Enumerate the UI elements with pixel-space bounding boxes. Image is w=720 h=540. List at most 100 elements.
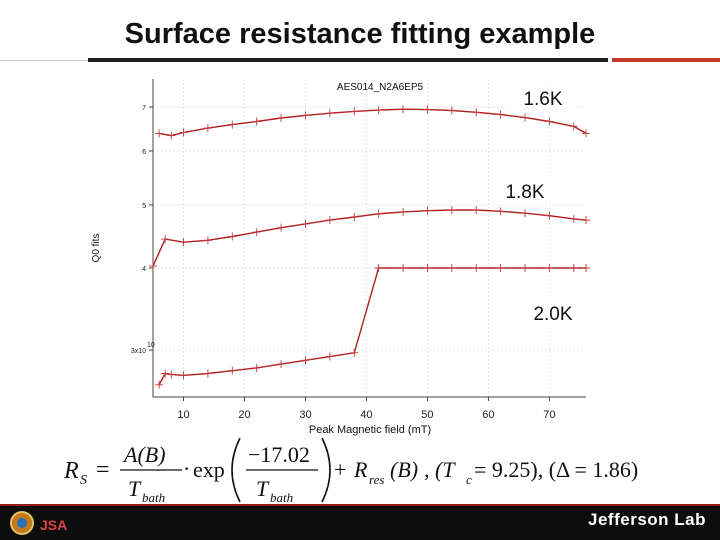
footer-logos: JSA: [10, 511, 67, 535]
label-bg-1: [510, 84, 576, 112]
data-point-1-16: [521, 209, 530, 218]
jsa-logo-text: JSA: [40, 517, 67, 533]
data-point-1-8: [325, 216, 334, 225]
data-point-1-15: [496, 207, 505, 216]
x-axis-label: Peak Magnetic field (mT): [309, 424, 431, 436]
y-tick-label-3: 4: [142, 266, 146, 273]
data-point-2-1: [161, 369, 170, 378]
fit-curve-1: [152, 209, 587, 267]
data-point-0-9: [350, 107, 359, 116]
title-rule-red: [612, 58, 720, 62]
formula-b-arg: (B): [390, 457, 418, 482]
data-point-0-0: [155, 129, 164, 138]
chart-axes: [152, 79, 586, 398]
data-point-0-1: [167, 131, 176, 140]
data-point-0-3: [203, 124, 212, 133]
series-label-1-8k: 1.8K: [505, 182, 544, 203]
footer-bar: JSA: [0, 506, 720, 540]
data-point-0-2: [179, 128, 188, 137]
data-point-2-20: [582, 264, 590, 272]
y-tick-label-2: 5: [142, 203, 146, 210]
data-point-1-18: [569, 214, 578, 223]
label-bg-2: [492, 177, 558, 205]
data-point-1-17: [545, 211, 554, 220]
data-point-1-5: [252, 228, 261, 237]
y-tick-exponent: 10: [147, 342, 155, 349]
data-point-0-10: [374, 106, 383, 115]
data-point-1-1: [161, 235, 170, 244]
x-tick-label-40: 40: [360, 409, 372, 421]
title-rule-stub: [0, 60, 88, 61]
formula-res: res: [369, 472, 384, 487]
data-point-0-17: [545, 117, 554, 126]
data-point-2-12: [399, 264, 408, 272]
slide-title: Surface resistance fitting example: [124, 18, 596, 50]
formula-r: R: [353, 457, 368, 482]
y-tick-label-0: 7: [142, 105, 146, 112]
chart-grid: [153, 79, 586, 397]
data-point-2-10: [350, 348, 359, 357]
data-point-0-5: [252, 117, 261, 126]
data-point-1-0: [149, 262, 157, 271]
data-point-0-13: [447, 106, 456, 115]
doe-seal-center-icon: [17, 518, 27, 528]
data-point-0-15: [496, 110, 505, 119]
data-point-2-8: [301, 356, 310, 365]
data-point-2-18: [545, 264, 554, 272]
data-point-2-5: [228, 366, 237, 375]
x-ticks: 10 20 30 40 50 60 70: [177, 397, 556, 421]
formula-rs: R: [63, 458, 79, 484]
x-tick-label-20: 20: [238, 409, 250, 421]
footer-rule: [0, 504, 720, 506]
y-tick-label-4: 3x10: [131, 348, 146, 355]
data-point-2-3: [179, 371, 188, 380]
data-point-1-13: [447, 206, 456, 215]
x-tick-label-70: 70: [543, 409, 555, 421]
title-rule-dark: [88, 58, 608, 62]
y-tick-label-1: 6: [142, 149, 146, 156]
data-point-2-15: [472, 264, 481, 272]
data-point-1-4: [228, 232, 237, 241]
data-point-1-12: [423, 206, 432, 215]
data-point-0-7: [301, 111, 310, 120]
formula-plus: +: [334, 457, 346, 482]
formula-equals: =: [96, 457, 110, 483]
data-point-1-9: [350, 212, 359, 221]
formula-dot: ·: [183, 456, 190, 481]
data-point-1-10: [374, 209, 383, 218]
data-point-0-6: [277, 114, 286, 122]
data-point-0-18: [569, 122, 578, 131]
data-point-1-14: [472, 206, 481, 215]
data-point-0-12: [423, 105, 432, 114]
data-point-1-19: [582, 216, 590, 225]
formula-rs-sub: S: [80, 473, 87, 488]
data-point-2-2: [167, 370, 176, 379]
x-tick-label-50: 50: [421, 409, 433, 421]
jefferson-lab-logo: Jefferson Lab: [588, 510, 706, 529]
data-point-2-6: [252, 363, 261, 372]
data-point-2-7: [277, 360, 286, 369]
formula-paren-left: [231, 437, 241, 503]
data-point-2-0: [155, 380, 164, 389]
formula-bath2: bath: [270, 490, 293, 505]
x-tick-label-60: 60: [482, 409, 494, 421]
data-point-0-19: [582, 129, 590, 138]
data-point-1-11: [399, 207, 408, 216]
data-point-2-16: [496, 264, 505, 272]
formula-exp: exp: [193, 457, 225, 482]
data-point-2-14: [447, 264, 456, 272]
series-label-2-0k: 2.0K: [533, 304, 572, 325]
data-point-0-4: [228, 120, 237, 129]
data-point-2-11: [374, 264, 383, 272]
y-axis-label: Q0 fits: [91, 234, 102, 263]
formula-tc: , (T: [424, 457, 456, 482]
series-layer: [149, 105, 590, 389]
formula-t1: T: [128, 476, 142, 501]
data-point-2-13: [423, 264, 432, 272]
fit-curve-0: [158, 108, 587, 137]
formula-tc-sub: c: [466, 472, 472, 487]
data-point-2-17: [521, 264, 530, 272]
data-point-2-19: [569, 264, 578, 272]
x-tick-label-30: 30: [299, 409, 311, 421]
